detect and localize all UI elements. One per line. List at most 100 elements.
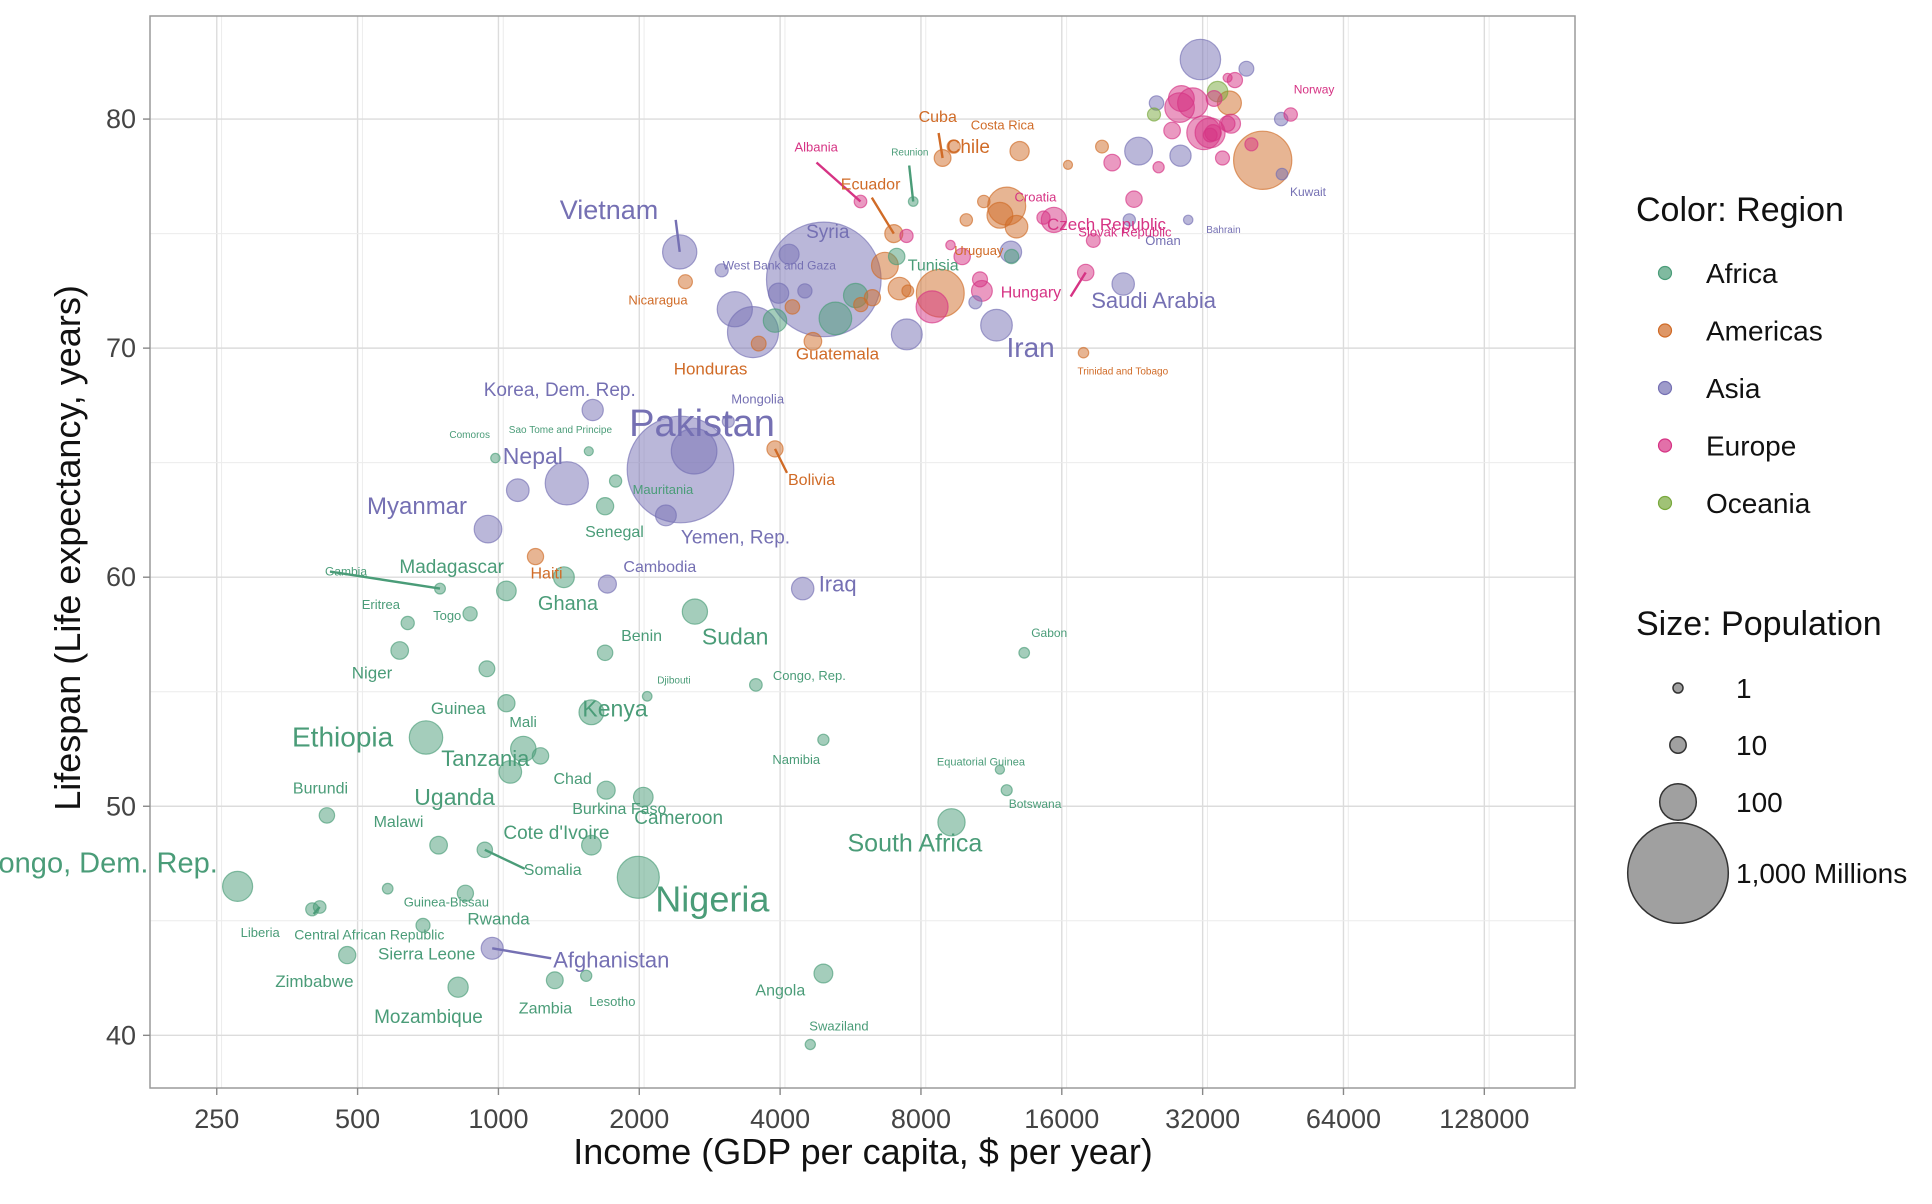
label-mauritania: Mauritania [633, 482, 694, 497]
point-jordan [797, 283, 813, 299]
x-tick-label: 64000 [1306, 1104, 1381, 1134]
point-bulgaria [971, 271, 989, 288]
point-mozambique [447, 976, 469, 998]
label-oman: Oman [1145, 233, 1180, 248]
label-syria: Syria [806, 222, 850, 243]
point-rwanda [456, 884, 475, 903]
label-bolivia: Bolivia [788, 472, 835, 489]
point-iran [980, 308, 1013, 342]
point-syria [778, 243, 800, 265]
point-taiwan [1169, 144, 1192, 167]
point-sierra-leone [415, 917, 431, 934]
label-iraq: Iraq [819, 572, 857, 597]
labels-layer: Congo, Dem. Rep. Liberia Central African R… [0, 83, 1334, 1034]
point-bosnia-and-herzegovina [899, 228, 914, 244]
label-norway: Norway [1294, 83, 1335, 97]
point-guatemala [803, 331, 823, 351]
label-kenya: Kenya [582, 695, 647, 721]
point-hong-kong-china [1238, 60, 1255, 77]
label-zimbabwe: Zimbabwe [275, 972, 353, 991]
point-iceland [1222, 72, 1233, 83]
size-legend-item: 1 [1672, 673, 1752, 704]
label-senegal: Senegal [585, 524, 644, 541]
point-zimbabwe [338, 945, 357, 965]
label-ethiopia: Ethiopia [292, 722, 394, 753]
label-gambia: Gambia [325, 565, 367, 579]
label-benin: Benin [621, 628, 662, 645]
plot-border [149, 15, 1576, 1089]
point-korea-dem-rep [581, 398, 604, 422]
label-nepal: Nepal [503, 443, 563, 469]
point-panama [976, 194, 991, 209]
leader-ecuador [870, 196, 895, 235]
point-niger [390, 641, 410, 660]
point-uruguay [959, 213, 974, 227]
point-kenya [578, 699, 605, 726]
x-tick-label: 500 [335, 1104, 380, 1134]
label-mali: Mali [509, 714, 537, 731]
point-greece [1163, 121, 1181, 140]
point-yemen-rep [654, 504, 677, 527]
point-slovenia [1152, 160, 1165, 174]
label-niger: Niger [352, 664, 393, 683]
label-sao-tome-and-principe: Sao Tome and Principe [509, 425, 613, 436]
y-tick-label: 50 [106, 791, 136, 821]
point-namibia [817, 733, 830, 747]
label-honduras: Honduras [674, 360, 748, 379]
label-congo-dem-rep: Congo, Dem. Rep. [0, 847, 218, 879]
point-croatia [1036, 210, 1051, 225]
point-zambia [545, 971, 564, 990]
label-mongolia: Mongolia [731, 391, 785, 406]
point-cambodia [597, 574, 618, 594]
x-tick-label: 4000 [750, 1104, 810, 1134]
point-nigeria [616, 855, 660, 899]
legend-swatch [1657, 323, 1673, 338]
label-sierra-leone: Sierra Leone [378, 944, 475, 963]
size-legend-title: Size: Population [1636, 605, 1882, 643]
x-tick-label: 1000 [468, 1104, 528, 1134]
grid-layer [150, 16, 1575, 1088]
label-eritrea: Eritrea [362, 597, 401, 612]
point-sao-tome-and-principe [583, 446, 594, 457]
legend-label: Americas [1706, 316, 1823, 347]
label-guinea-bissau: Guinea-Bissau [404, 895, 489, 910]
point-mali [497, 694, 516, 713]
point-congo-dem-rep [222, 870, 254, 903]
legend-label: Africa [1706, 258, 1778, 289]
size-legend-item: 1,000 Millions [1626, 821, 1907, 925]
legend-item-americas: Americas [1657, 316, 1823, 347]
label-vietnam: Vietnam [560, 195, 659, 225]
x-tick-label: 2000 [609, 1104, 669, 1134]
point-paraguay [784, 299, 801, 315]
point-finland [1202, 127, 1218, 143]
point-benin [596, 644, 614, 662]
label-bahrain: Bahrain [1206, 225, 1240, 236]
point-austria [1219, 115, 1236, 132]
label-lesotho: Lesotho [589, 994, 635, 1009]
point-trinidad-and-tobago [1077, 346, 1090, 359]
point-haiti [526, 547, 545, 566]
point-botswana [1000, 784, 1013, 797]
legend-item-africa: Africa [1657, 258, 1778, 289]
point-norway [1283, 107, 1298, 122]
size-legend-swatch [1669, 736, 1687, 754]
x-tick-label: 16000 [1024, 1104, 1099, 1134]
point-mauritania [608, 474, 623, 488]
label-korea-dem-rep: Korea, Dem. Rep. [484, 380, 636, 401]
point-denmark [1214, 150, 1231, 166]
point-guinea [478, 660, 496, 678]
point-uganda [498, 760, 523, 784]
size-legend-swatch [1626, 821, 1730, 925]
point-gabon [1018, 646, 1031, 659]
legend-label: Oceania [1706, 488, 1811, 519]
point-west-bank-and-gaza [714, 263, 729, 278]
label-nigeria: Nigeria [655, 878, 770, 919]
point-swaziland [804, 1038, 817, 1051]
point-chile [1009, 140, 1030, 162]
leader-albania [815, 161, 862, 203]
point-bangladesh [544, 461, 590, 506]
label-nicaragua: Nicaragua [628, 293, 688, 308]
legend-item-oceania: Oceania [1657, 488, 1811, 519]
label-guatemala: Guatemala [796, 344, 880, 363]
label-czech-republic: Czech Republic [1047, 215, 1167, 234]
